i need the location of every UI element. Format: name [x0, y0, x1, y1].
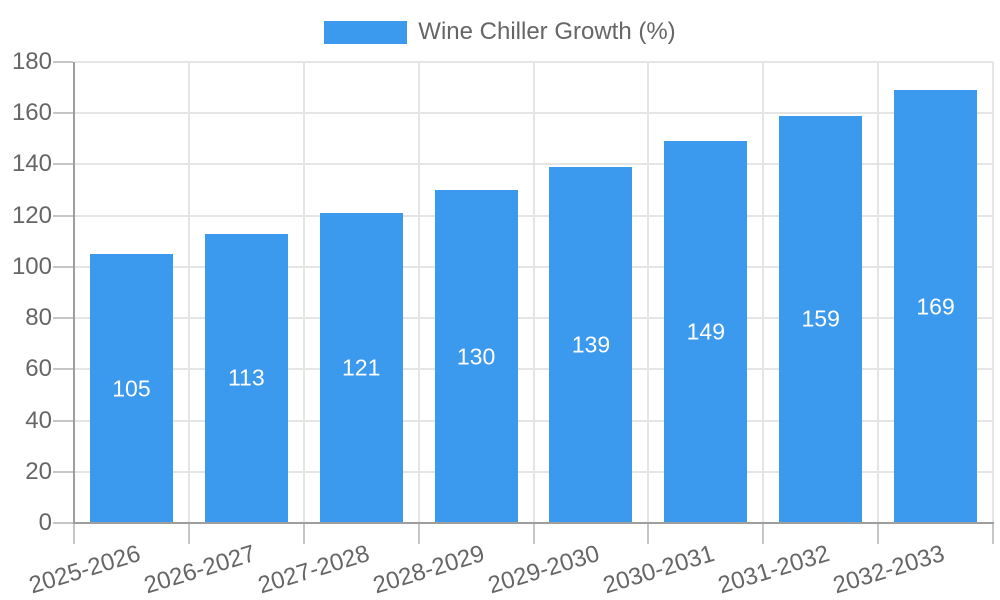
v-gridline	[877, 62, 880, 523]
y-tick-mark	[53, 419, 73, 422]
v-gridline	[992, 62, 994, 523]
bar-value-label: 105	[112, 375, 151, 402]
x-tick-label: 2026-2027	[140, 540, 259, 600]
y-tick-mark	[53, 522, 73, 524]
x-tick-label: 2027-2028	[255, 540, 374, 600]
y-tick-mark	[53, 214, 73, 217]
y-tick-label: 40	[25, 406, 52, 434]
bar[interactable]: 139	[549, 167, 633, 523]
x-tick-mark	[877, 524, 880, 544]
x-tick-label: 2025-2026	[25, 540, 144, 600]
y-tick-mark	[53, 61, 73, 63]
x-tick-mark	[647, 524, 650, 544]
y-tick-mark	[53, 163, 73, 166]
y-tick-mark	[53, 317, 73, 320]
v-gridline	[302, 62, 305, 523]
bar-value-label: 113	[227, 364, 265, 391]
y-tick-label: 120	[11, 201, 52, 229]
x-tick-mark	[187, 524, 190, 544]
x-tick-label: 2032-2033	[829, 540, 948, 600]
y-tick-mark	[53, 265, 73, 268]
v-gridline	[532, 62, 535, 523]
bar-value-label: 149	[686, 318, 725, 345]
bar[interactable]: 130	[434, 190, 518, 523]
y-tick-label: 60	[25, 355, 52, 383]
y-tick-label: 100	[11, 252, 52, 280]
v-gridline	[187, 62, 190, 523]
legend-swatch	[324, 20, 408, 44]
y-tick-label: 160	[11, 99, 52, 127]
bar-value-label: 139	[571, 331, 611, 358]
bar-value-label: 169	[916, 293, 955, 320]
v-gridline	[647, 62, 650, 523]
x-tick-mark	[762, 524, 765, 544]
x-tick-label: 2030-2031	[600, 540, 718, 600]
y-tick-mark	[53, 368, 73, 371]
plot-area: 105 113 121 130 139 149 159 169	[53, 61, 994, 544]
bar[interactable]: 113	[204, 233, 288, 523]
bar[interactable]: 159	[779, 115, 863, 523]
y-tick-mark	[53, 112, 73, 115]
y-axis: 0 20 40 60 80 100 120 140 160 180	[0, 48, 52, 536]
x-tick-mark	[532, 524, 535, 544]
bar[interactable]: 105	[89, 254, 173, 523]
bar-value-label: 130	[456, 343, 496, 370]
bar[interactable]: 149	[664, 141, 748, 523]
x-tick-label: 2031-2032	[714, 540, 833, 600]
x-tick-label: 2029-2030	[485, 540, 603, 600]
x-tick-mark	[417, 524, 420, 544]
y-tick-label: 180	[11, 48, 52, 75]
y-tick-label: 80	[25, 304, 52, 332]
y-tick-label: 0	[38, 509, 52, 536]
y-tick-mark	[53, 470, 73, 473]
v-gridline	[417, 62, 420, 523]
x-tick-mark	[992, 524, 994, 544]
bar[interactable]: 169	[894, 90, 978, 523]
x-tick-mark	[73, 524, 75, 544]
legend-label: Wine Chiller Growth (%)	[418, 18, 676, 45]
y-axis-line	[73, 62, 75, 523]
x-axis-line	[73, 522, 994, 524]
bar-value-label: 159	[801, 305, 840, 332]
x-axis: 2025-2026 2026-2027 2027-2028 2028-2029 2029…	[26, 540, 993, 600]
y-tick-label: 140	[11, 150, 52, 178]
bar-value-label: 121	[342, 354, 381, 381]
legend-item[interactable]: Wine Chiller Growth (%)	[0, 19, 1000, 45]
x-tick-mark	[302, 524, 305, 544]
v-gridline	[762, 62, 765, 523]
bar[interactable]: 121	[319, 213, 403, 523]
y-tick-label: 20	[25, 457, 52, 485]
x-tick-label: 2028-2029	[370, 540, 488, 600]
